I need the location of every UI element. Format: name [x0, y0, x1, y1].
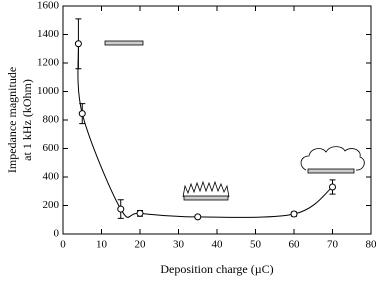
y-tick-label: 0	[54, 228, 60, 240]
y-tick-label: 200	[43, 199, 60, 211]
x-tick-label: 0	[60, 239, 66, 251]
y-tick-label: 1000	[37, 85, 60, 97]
x-tick-label: 60	[289, 239, 301, 251]
y-tick-label: 400	[43, 171, 60, 183]
y-tick-label: 1600	[37, 0, 60, 12]
x-tick-label: 50	[250, 239, 262, 251]
data-point	[136, 209, 144, 217]
data-point	[117, 205, 125, 213]
x-tick-label: 40	[212, 239, 224, 251]
fit-curve	[77, 43, 333, 218]
data-point	[74, 40, 82, 48]
data-point	[78, 110, 86, 118]
y-tick-label: 600	[43, 142, 60, 154]
y-tick-label: 800	[43, 114, 60, 126]
data-point	[290, 210, 298, 218]
x-tick-label: 70	[327, 239, 339, 251]
x-tick-label: 30	[173, 239, 185, 251]
icon-cloud-film	[300, 146, 365, 174]
icon-spiky-film	[182, 180, 230, 201]
y-axis-label: Impedance magnitude	[5, 67, 19, 173]
icon-flat-film	[104, 40, 144, 46]
x-tick-label: 10	[96, 239, 108, 251]
x-tick-label: 80	[366, 239, 378, 251]
data-point	[329, 183, 336, 191]
x-axis-label: Deposition charge (µC)	[160, 262, 273, 276]
y-tick-label: 1400	[37, 28, 60, 40]
y-tick-label: 1200	[37, 57, 60, 69]
x-tick-label: 20	[135, 239, 147, 251]
y-axis-label: at 1 kHz (kOhm)	[20, 79, 34, 161]
data-point	[194, 213, 202, 221]
